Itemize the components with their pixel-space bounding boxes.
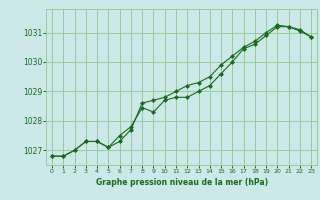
X-axis label: Graphe pression niveau de la mer (hPa): Graphe pression niveau de la mer (hPa) <box>96 178 268 187</box>
